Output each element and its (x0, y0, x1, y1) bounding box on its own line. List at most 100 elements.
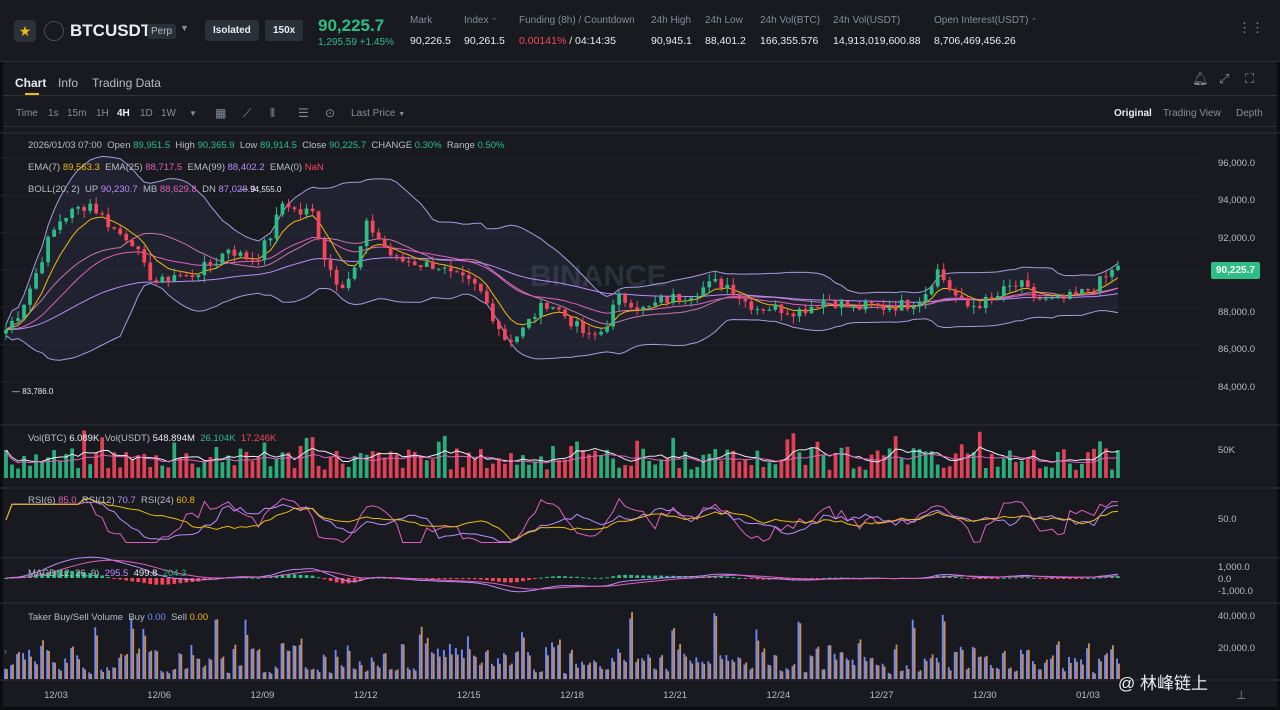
date-tick-label: 12/30 (973, 690, 997, 701)
candle (196, 275, 201, 278)
price-axis-label: 96,000.0 (1218, 158, 1255, 169)
taker-buy-bar (1013, 671, 1016, 679)
taker-buy-bar (238, 665, 241, 679)
macd-bar (130, 578, 135, 582)
candle (869, 300, 874, 304)
timeframe-1s[interactable]: 1s (48, 108, 59, 119)
candle (845, 301, 850, 308)
tab-chart[interactable]: Chart (15, 76, 47, 90)
candle (989, 296, 994, 299)
timeframe-time[interactable]: Time (16, 108, 38, 119)
volume-bar (875, 450, 880, 478)
macd-bar (262, 577, 267, 579)
taker-sell-bar (985, 655, 988, 679)
volume-bar (815, 441, 820, 478)
candle (1110, 270, 1114, 277)
taker-sell-bar (1033, 664, 1036, 679)
volume-bar (190, 463, 195, 478)
leverage-button[interactable]: 150x (265, 20, 304, 41)
timeframe-1w[interactable]: 1W (161, 108, 176, 119)
macd-bar (719, 576, 724, 578)
taker-sell-bar (144, 635, 147, 679)
stat-label: Open Interest(USDT) ⌃ (934, 15, 1038, 26)
taker-buy-bar (641, 658, 644, 679)
taker-buy-bar (683, 653, 686, 679)
taker-buy-bar (1062, 668, 1064, 679)
stat-value: 90,226.5 (410, 35, 451, 47)
macd-bar (1044, 578, 1048, 579)
taker-buy-bar (491, 663, 493, 679)
settings-icon[interactable]: ☰ (298, 106, 309, 120)
compare-icon[interactable]: ⫴ (270, 106, 276, 120)
expand-icon[interactable]: ⤢ (1219, 71, 1230, 86)
volume-bar (959, 444, 964, 478)
calendar-icon[interactable]: ▦ (215, 106, 227, 120)
candle (689, 297, 694, 301)
taker-buy-bar (953, 652, 956, 679)
price-type-select[interactable]: Last Price ▼ (351, 108, 406, 119)
taker-buy-bar (599, 666, 602, 679)
symbol-name[interactable]: BTCUSDT (70, 21, 152, 40)
macd-bar (827, 577, 832, 579)
macd-bar (4, 578, 8, 579)
fullscreen-icon[interactable]: ⛶ (1245, 71, 1255, 86)
taker-sell-bar (162, 672, 165, 679)
taker-sell-bar (330, 673, 333, 679)
volume-bar (941, 467, 946, 478)
candle (653, 302, 658, 307)
scroll-to-latest-icon[interactable]: ⊥ (1236, 688, 1247, 702)
tab-trading-data[interactable]: Trading Data (92, 76, 161, 90)
macd-bar (1007, 577, 1012, 579)
taker-sell-bar (438, 656, 441, 679)
macd-bar (623, 574, 627, 578)
volume-bar (1074, 469, 1078, 478)
view-depth[interactable]: Depth (1236, 108, 1263, 119)
stat-index: Index ⌃ 90,261.5 (464, 15, 505, 47)
taker-buy-bar (839, 652, 842, 679)
view-original[interactable]: Original (1114, 108, 1152, 119)
indicator-chart-icon[interactable]: ⟋ (243, 106, 252, 120)
taker-sell-bar (420, 626, 423, 679)
taker-buy-bar (1056, 644, 1058, 679)
macd-bar (815, 578, 820, 579)
candle (959, 295, 964, 299)
favorite-star-icon[interactable]: ★ (14, 20, 36, 42)
taker-sell-bar (156, 651, 159, 679)
tab-info[interactable]: Info (58, 76, 79, 90)
taker-sell-bar (703, 663, 706, 679)
stat-label: 24h Vol(BTC) (760, 15, 821, 26)
taker-sell-bar (102, 671, 105, 679)
symbol-dropdown-icon[interactable]: ▼ (180, 23, 189, 33)
volume-bar (827, 469, 832, 478)
taker-sell-bar (426, 637, 429, 679)
timeframe-15m[interactable]: 15m (67, 108, 87, 119)
taker-sell-bar (324, 656, 327, 679)
price-alert-bell-icon[interactable]: 🔔︎ (1192, 71, 1209, 86)
taker-sell-bar (444, 657, 447, 679)
taker-buy-bar (611, 657, 614, 679)
timeframe-1h[interactable]: 1H (96, 108, 109, 119)
collapse-panel-icon[interactable]: › (4, 646, 7, 656)
view-trading-view[interactable]: Trading View (1163, 108, 1221, 119)
taker-sell-bar (817, 646, 820, 679)
taker-sell-bar (787, 669, 790, 679)
volume-bar (94, 452, 99, 478)
volume-bar (10, 464, 14, 478)
taker-sell-bar (595, 662, 597, 679)
taker-sell-bar (342, 667, 345, 679)
chart-panel: Chart Info Trading Data 🔔︎ ⤢ ⛶ Time 1s 1… (3, 62, 1277, 707)
taker-buy-bar (358, 661, 361, 679)
margin-mode-button[interactable]: Isolated (205, 20, 259, 41)
timeframe-dropdown-icon[interactable]: ▼ (189, 109, 197, 118)
volume-bar (935, 464, 940, 478)
timeframe-4h[interactable]: 4H (117, 108, 130, 119)
macd-axis-label: 1,000.0 (1218, 562, 1250, 573)
more-options-icon[interactable]: ⋮⋮ (1238, 20, 1264, 35)
taker-sell-bar (48, 651, 50, 679)
display-options-icon[interactable]: ⊙ (325, 106, 336, 120)
timeframe-1d[interactable]: 1D (140, 108, 153, 119)
stat-label: 24h Vol(USDT) (833, 15, 901, 26)
volume-bar (671, 437, 676, 478)
volume-bar (346, 466, 351, 478)
